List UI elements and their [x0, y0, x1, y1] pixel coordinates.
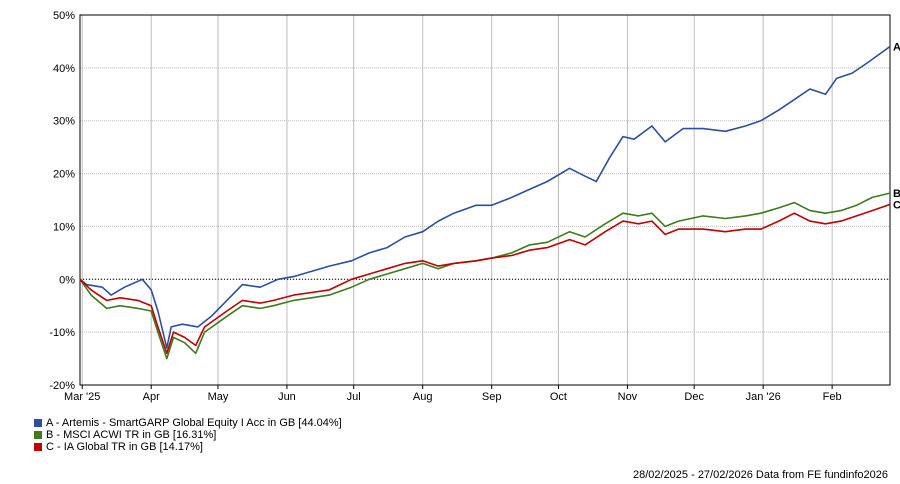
x-tick-label: Apr: [143, 391, 160, 403]
y-tick-label: 10%: [53, 221, 75, 233]
plot-frame: [79, 14, 891, 386]
data-source-footer: 28/02/2025 - 27/02/2026 Data from FE fun…: [632, 469, 888, 481]
x-tick-label: Nov: [618, 391, 638, 403]
x-tick-label: Dec: [684, 391, 704, 403]
y-tick-label: -20%: [49, 380, 75, 392]
line-chart: -20% -10% 0% 10% 20% 30% 40% 50% Mar '25 Apr May J…: [49, 10, 900, 403]
y-axis-ticks: -20% -10% 0% 10% 20% 30% 40% 50%: [49, 10, 75, 392]
x-tick-label: Jan '26: [746, 391, 781, 403]
x-tick-label: May: [208, 391, 229, 403]
series-line-c: [79, 203, 891, 355]
legend-label-b: B - MSCI ACWI TR in GB [16.31%]: [46, 429, 217, 441]
x-tick-label: Jun: [278, 391, 296, 403]
x-tick-label: Mar '25: [64, 391, 100, 403]
legend: A - Artemis - SmartGARP Global Equity I …: [34, 417, 342, 453]
legend-swatch-c: [34, 443, 42, 451]
x-tick-label: Oct: [550, 391, 567, 403]
x-axis-ticks: Mar '25 Apr May Jun Jul Aug Sep Oct Nov Dec Jan '2…: [64, 385, 842, 403]
y-tick-label: 50%: [53, 10, 75, 22]
x-tick-label: Feb: [823, 391, 842, 403]
series-end-label-c: C: [893, 199, 900, 211]
series-line-a: [79, 45, 891, 349]
series-end-label-b: B: [893, 188, 900, 200]
y-tick-label: 40%: [53, 63, 75, 75]
legend-label-a: A - Artemis - SmartGARP Global Equity I …: [46, 417, 342, 429]
series-end-labels: A BC: [893, 42, 900, 212]
legend-label-c: C - IA Global TR in GB [14.17%]: [46, 441, 203, 453]
legend-swatch-a: [34, 419, 42, 427]
y-tick-label: -10%: [49, 327, 75, 339]
series-end-label-a: A: [893, 42, 900, 54]
x-tick-label: Sep: [482, 391, 502, 403]
legend-item-a: A - Artemis - SmartGARP Global Equity I …: [34, 417, 342, 429]
legend-swatch-b: [34, 431, 42, 439]
legend-item-c: C - IA Global TR in GB [14.17%]: [34, 441, 342, 453]
x-tick-label: Aug: [413, 391, 433, 403]
y-tick-label: 30%: [53, 116, 75, 128]
y-tick-label: 0%: [59, 274, 75, 286]
y-tick-label: 20%: [53, 169, 75, 181]
x-tick-label: Jul: [347, 391, 361, 403]
legend-item-b: B - MSCI ACWI TR in GB [16.31%]: [34, 429, 342, 441]
series-lines: [79, 45, 891, 360]
gridlines: [80, 14, 890, 386]
